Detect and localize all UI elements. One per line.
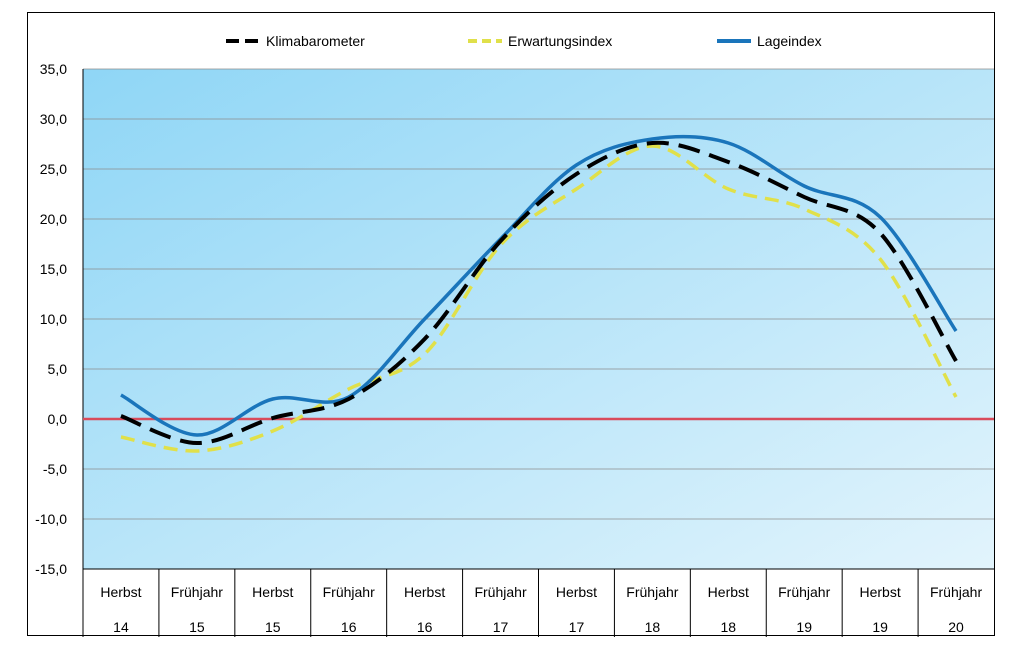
y-tick-label: 10,0 — [40, 311, 67, 327]
y-tick-label: 15,0 — [40, 261, 67, 277]
category-year-label: 14 — [113, 619, 129, 635]
category-season-label: Herbst — [556, 584, 597, 600]
category-year-label: 16 — [341, 619, 357, 635]
y-tick-label: -15,0 — [35, 561, 67, 577]
category-season-label: Frühjahr — [626, 584, 678, 600]
y-tick-label: 25,0 — [40, 161, 67, 177]
y-axis: 35,0 30,0 25,0 20,0 15,0 10,0 5,0 0,0 -5,0 -10,0 -… — [35, 61, 84, 637]
y-tick-label: -10,0 — [35, 511, 67, 527]
series-line-erwartungsindex — [120, 144, 958, 453]
category-season-label: Frühjahr — [474, 584, 526, 600]
category-year-label: 20 — [948, 619, 964, 635]
y-tick-label: 35,0 — [40, 61, 67, 77]
category-season-label: Frühjahr — [930, 584, 982, 600]
series-lines — [120, 134, 958, 453]
series-line-lageindex — [120, 134, 958, 437]
category-season-label: Frühjahr — [323, 584, 375, 600]
category-season-label: Frühjahr — [778, 584, 830, 600]
y-tick-label: 30,0 — [40, 111, 67, 127]
series-line-klimabarometer — [120, 140, 958, 446]
line-chart: 35,0 30,0 25,0 20,0 15,0 10,0 5,0 0,0 -5,0 -10,0 -… — [35, 33, 994, 637]
category-season-label: Frühjahr — [171, 584, 223, 600]
category-season-label: Herbst — [860, 584, 901, 600]
y-tick-label: 5,0 — [48, 361, 68, 377]
y-tick-label: 0,0 — [48, 411, 68, 427]
legend-label: Erwartungsindex — [508, 33, 612, 49]
category-year-label: 19 — [796, 619, 812, 635]
category-year-label: 18 — [645, 619, 661, 635]
x-axis: Herbst 14 Frühjahr 15 Herbst 15 Frühjahr 16 Herb… — [83, 568, 994, 637]
legend-label: Lageindex — [757, 33, 822, 49]
category-year-label: 17 — [569, 619, 585, 635]
category-year-label: 19 — [872, 619, 888, 635]
category-year-label: 17 — [493, 619, 509, 635]
category-season-label: Herbst — [252, 584, 293, 600]
category-season-label: Herbst — [404, 584, 445, 600]
category-year-label: 18 — [721, 619, 737, 635]
category-year-label: 15 — [265, 619, 281, 635]
category-season-label: Herbst — [100, 584, 141, 600]
y-tick-label: -5,0 — [43, 461, 67, 477]
chart-frame: 35,0 30,0 25,0 20,0 15,0 10,0 5,0 0,0 -5,0 -10,0 -… — [27, 12, 995, 637]
legend-label: Klimabarometer — [266, 33, 365, 49]
category-year-label: 15 — [189, 619, 205, 635]
category-year-label: 16 — [417, 619, 433, 635]
legend: Klimabarometer Erwartungsindex Lageindex — [226, 33, 822, 49]
category-season-label: Herbst — [708, 584, 749, 600]
y-tick-label: 20,0 — [40, 211, 67, 227]
